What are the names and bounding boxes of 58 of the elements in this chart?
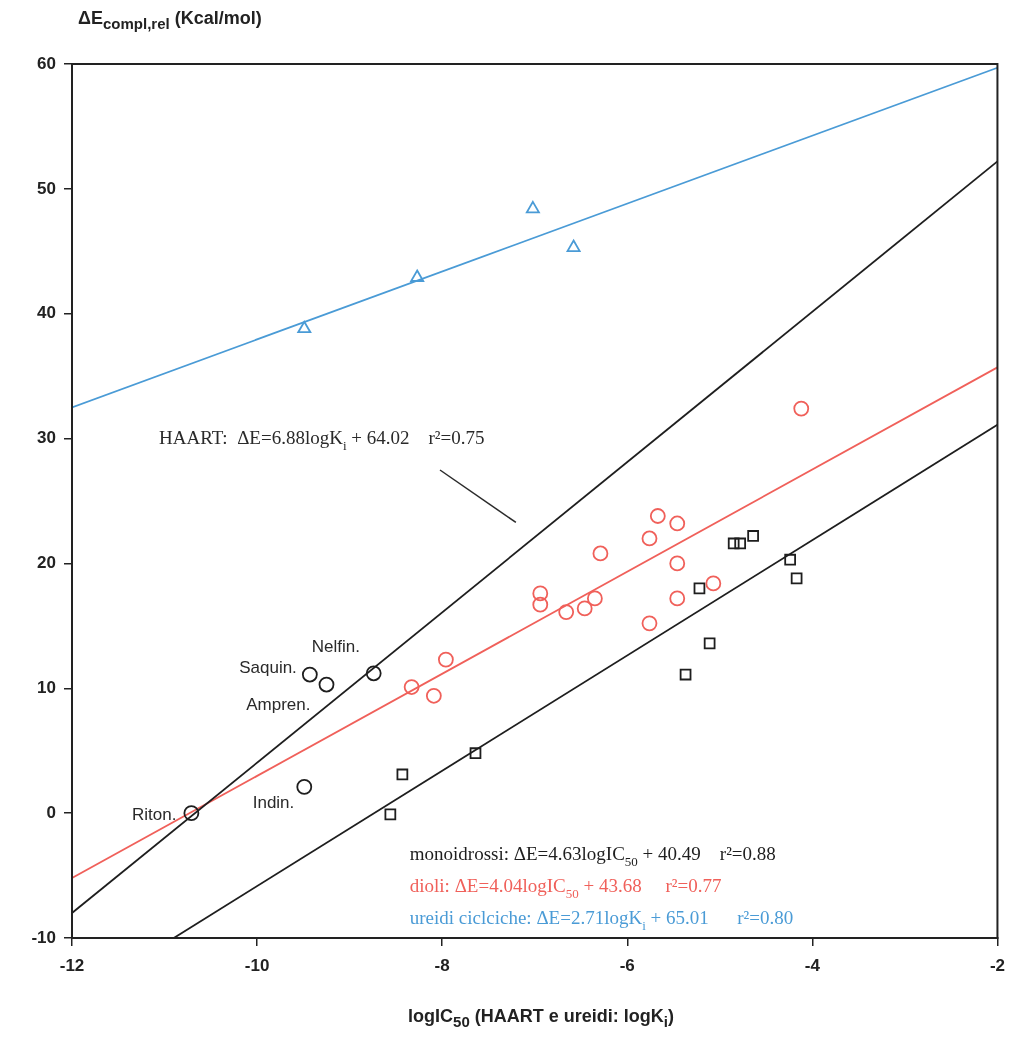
point	[727, 537, 740, 550]
point	[558, 604, 575, 621]
x-tick-label: -12	[59, 955, 85, 975]
point	[396, 768, 409, 781]
point	[183, 805, 200, 822]
point	[669, 515, 686, 532]
annotation: Ampren.	[246, 694, 311, 714]
point	[586, 590, 603, 607]
point	[318, 676, 335, 693]
point	[532, 596, 549, 613]
point	[669, 555, 686, 572]
y-axis-title: ΔE$_{compl,rel}$ (Kcal/mol)	[78, 8, 262, 32]
point	[425, 687, 442, 704]
point	[384, 808, 397, 821]
point	[641, 530, 658, 547]
annotation: Riton.	[131, 805, 177, 825]
annotation: Indin.	[252, 792, 295, 812]
point	[576, 600, 593, 617]
y-tick-label: 10	[37, 677, 56, 697]
point	[525, 200, 540, 214]
point	[566, 239, 581, 252]
point	[784, 553, 796, 566]
point	[790, 572, 803, 585]
point	[403, 679, 420, 695]
point	[592, 545, 609, 562]
annotation: Saquin.	[239, 657, 297, 677]
point	[734, 537, 747, 550]
y-tick-label: -10	[31, 927, 56, 947]
y-tick-label: 20	[37, 553, 56, 573]
point	[641, 615, 658, 632]
x-axis-title: logIC$_{50}$ (HAART e ureidi: logK$_{i}$)	[407, 1006, 675, 1030]
point	[410, 269, 425, 282]
point	[296, 779, 313, 795]
point	[532, 585, 549, 602]
x-tick-label: -8	[434, 955, 450, 975]
y-tick-label: 30	[37, 428, 56, 448]
point	[365, 665, 382, 682]
y-tick-label: 0	[46, 802, 56, 822]
point	[693, 582, 706, 595]
point	[679, 668, 692, 681]
point	[649, 508, 666, 524]
point	[301, 666, 318, 683]
point	[437, 651, 454, 668]
point	[705, 575, 722, 592]
point	[297, 320, 312, 334]
x-tick-label: -2	[989, 955, 1005, 975]
x-tick-label: -10	[244, 955, 270, 975]
y-tick-label: 50	[37, 178, 56, 198]
point	[703, 637, 716, 650]
point	[669, 590, 686, 607]
point	[747, 530, 759, 542]
point	[469, 747, 482, 760]
annotation: Nelfin.	[311, 637, 360, 657]
x-tick-label: -4	[804, 955, 821, 975]
x-tick-label: -6	[619, 955, 635, 975]
y-tick-label: 40	[37, 303, 56, 323]
point	[793, 400, 810, 417]
y-tick-label: 60	[37, 53, 56, 73]
